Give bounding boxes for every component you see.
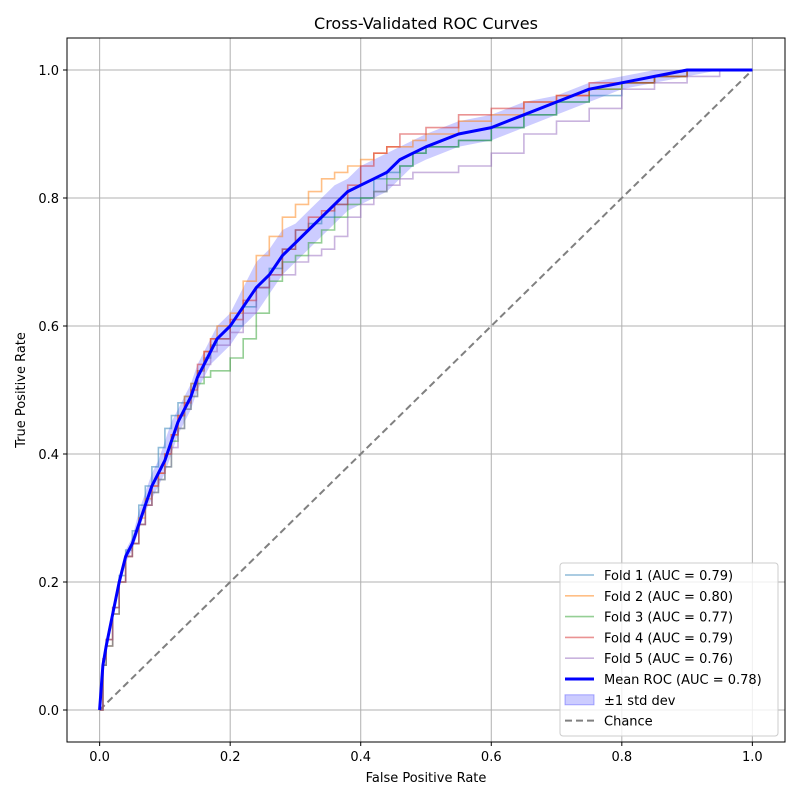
series-layer — [98, 68, 753, 711]
legend-label: Mean ROC (AUC = 0.78) — [604, 673, 762, 688]
y-tick-label: 0.4 — [38, 448, 59, 463]
x-tick-label: 0.0 — [89, 750, 110, 765]
x-ticks: 0.0 0.2 0.4 0.6 0.8 1.0 — [89, 742, 763, 765]
chance-layer — [98, 69, 754, 711]
series-line-fold-5 — [99, 69, 753, 711]
x-tick-label: 0.8 — [611, 750, 632, 765]
legend: Fold 1 (AUC = 0.79) Fold 2 (AUC = 0.80) Fo… — [559, 562, 779, 737]
legend-label: ±1 std dev — [604, 694, 676, 709]
chart-title: Cross-Validated ROC Curves — [314, 14, 538, 33]
x-tick-label: 0.6 — [481, 750, 502, 765]
chance-line — [98, 69, 754, 711]
y-axis-title: True Positive Rate — [14, 332, 29, 449]
legend-label: Fold 5 (AUC = 0.76) — [604, 652, 733, 667]
y-tick-label: 1.0 — [38, 64, 59, 79]
legend-swatch — [564, 694, 595, 706]
series-line-mean-roc — [98, 68, 753, 711]
legend-label: Chance — [604, 715, 653, 730]
y-ticks: 0.0 0.2 0.4 0.6 0.8 1.0 — [38, 64, 67, 719]
y-tick-label: 0.6 — [38, 320, 59, 335]
y-tick-label: 0.8 — [38, 192, 59, 207]
x-tick-label: 0.2 — [220, 750, 241, 765]
x-axis-title: False Positive Rate — [366, 771, 487, 786]
plot-frame — [66, 37, 786, 743]
y-tick-label: 0.0 — [38, 704, 59, 719]
x-tick-label: 1.0 — [742, 750, 763, 765]
legend-label: Fold 3 (AUC = 0.77) — [604, 611, 733, 626]
x-tick-label: 0.4 — [350, 750, 371, 765]
grid — [67, 38, 785, 742]
legend-label: Fold 1 (AUC = 0.79) — [604, 569, 733, 584]
legend-label: Fold 2 (AUC = 0.80) — [604, 590, 733, 605]
legend-label: Fold 4 (AUC = 0.79) — [604, 631, 733, 646]
y-tick-label: 0.2 — [38, 576, 59, 591]
legend-box — [559, 562, 779, 737]
